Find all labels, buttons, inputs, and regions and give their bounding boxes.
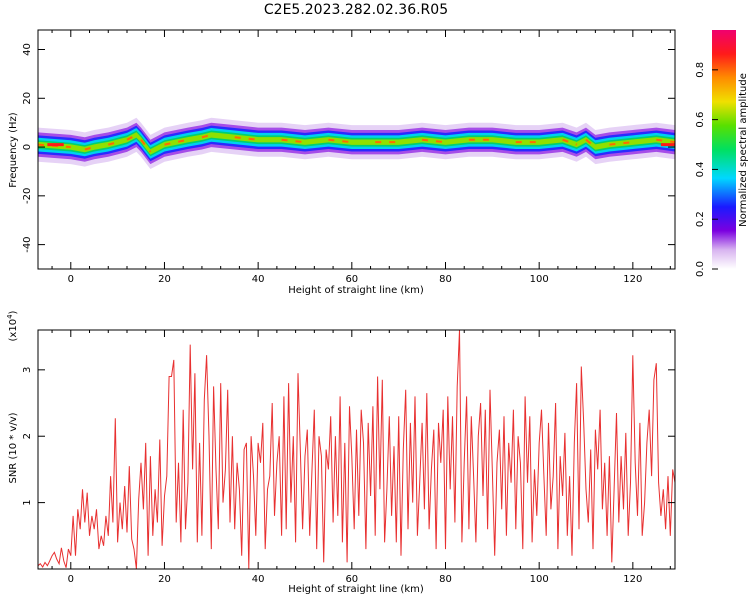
snr-x-tick-label: 20 (158, 574, 171, 585)
spectrogram-y-axis-label: Frequency (Hz) (8, 112, 19, 188)
colorbar-ticks: 0.0 0.2 0.4 0.6 0.8 (695, 62, 718, 277)
colorbar-label: Normalized spectral amplitude (738, 73, 749, 227)
spectrogram-x-tick-label: 100 (530, 274, 549, 285)
spectral-peak-segment (140, 139, 152, 153)
spectrogram-panel: 0 20 40 60 80 100 120 40 20 0 -20 -40 Height of str… (8, 29, 676, 296)
snr-ticks: 0 20 40 60 80 100 120 1 2 3 (22, 330, 675, 585)
colorbar-tick-label: 0.4 (695, 161, 706, 177)
snr-x-tick-label: 100 (530, 574, 549, 585)
snr-y-tick-label: 2 (22, 433, 33, 439)
spectral-peak-segment (164, 138, 189, 146)
snr-x-tick-label: 40 (252, 574, 265, 585)
snr-x-axis-label: Height of straight line (km) (288, 584, 424, 595)
spectrogram-y-tick-label: 0 (22, 144, 33, 150)
spectrogram-y-tick-label: 40 (22, 43, 33, 56)
spectrogram-frame (37, 29, 676, 270)
spectral-ridge-band (38, 117, 675, 169)
spectral-peak-segment (108, 141, 118, 146)
snr-panel: 0 20 40 60 80 100 120 1 2 3 Height of straight li… (6, 310, 676, 595)
colorbar-tick-label: 0.8 (695, 62, 706, 78)
spectral-peak-segment (126, 133, 137, 141)
snr-x-tick-label: 0 (68, 574, 74, 585)
spectral-peak-segment (585, 138, 596, 148)
colorbar: 0.0 0.2 0.4 0.6 0.8 Normalized spectral ampl… (695, 30, 749, 277)
spectrogram-y-tick-label: -20 (22, 188, 33, 204)
colorbar-tick-label: 0.0 (695, 261, 706, 277)
spectrogram-x-tick-label: 40 (252, 274, 265, 285)
spectrogram-ticks: 0 20 40 60 80 100 120 40 20 0 -20 -40 (22, 30, 675, 285)
spectral-peak-segment (201, 133, 212, 139)
spectrogram-x-tick-label: 20 (158, 274, 171, 285)
snr-y-axis-label: SNR (10 * v/v) (8, 412, 19, 483)
snr-x-tick-label: 80 (439, 574, 452, 585)
snr-x-tick-label: 120 (623, 574, 642, 585)
spectral-peak-segment (328, 138, 352, 144)
snr-series-line (38, 330, 675, 569)
spectrogram-x-axis-label: Height of straight line (km) (288, 285, 424, 296)
spectral-peak-segment (656, 138, 675, 144)
snr-x-tick-label: 60 (345, 574, 358, 585)
snr-y-tick-label: 3 (22, 367, 33, 373)
spectrogram-y-tick-label: 20 (22, 92, 33, 105)
snr-frame (37, 329, 676, 570)
spectrogram-x-tick-label: 0 (68, 274, 74, 285)
colorbar-tick-label: 0.2 (695, 211, 706, 227)
spectral-peak-segment (84, 146, 95, 151)
spectral-peak-segment (421, 138, 446, 144)
snr-y-tick-label: 1 (22, 499, 33, 505)
colorbar-tick-label: 0.6 (695, 112, 706, 128)
spectral-peak-segment (609, 141, 633, 146)
spectral-peak-segment (562, 138, 577, 146)
spectral-peak-segment (234, 136, 259, 141)
snr-exponent-label: (x104) (6, 310, 19, 341)
spectrogram-y-tick-label: -40 (22, 236, 33, 252)
figure-title: C2E5.2023.282.02.36.R05 (264, 2, 448, 18)
spectrogram-x-tick-label: 80 (439, 274, 452, 285)
spectral-band-yellowgreen (38, 132, 675, 155)
spectral-peak-segment (281, 138, 306, 144)
spectrogram-x-tick-label: 120 (623, 274, 642, 285)
spectrogram-x-tick-label: 60 (345, 274, 358, 285)
colorbar-gradient (712, 30, 736, 269)
